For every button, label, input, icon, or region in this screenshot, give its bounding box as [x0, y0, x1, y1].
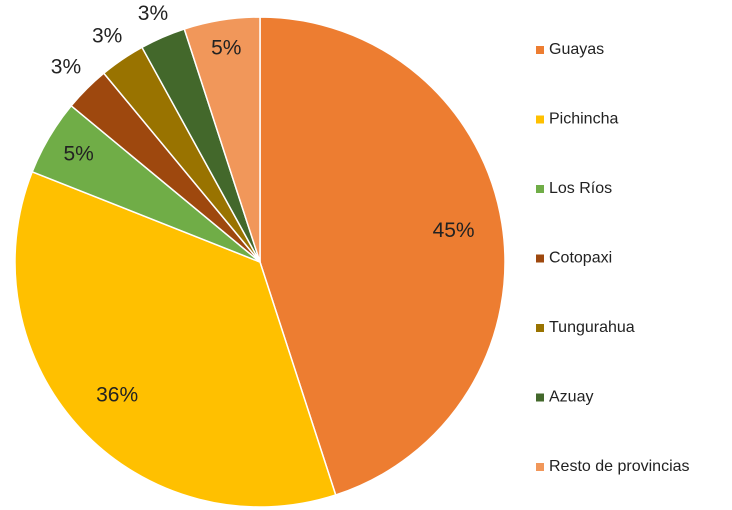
pie-slice: [183, 16, 261, 263]
data-label: 5%: [211, 37, 241, 60]
pie-slice: [259, 16, 506, 496]
legend-label: Resto de provincias: [549, 458, 690, 475]
legend-label: Azuay: [549, 389, 593, 406]
legend-swatch: [536, 115, 544, 124]
legend-swatch: [536, 463, 544, 471]
pie-slice: [14, 170, 337, 508]
legend-swatch: [536, 324, 544, 332]
legend-swatch: [536, 393, 544, 402]
legend-label: Guayas: [549, 41, 604, 58]
data-label: 45%: [433, 219, 475, 242]
data-label: 3%: [138, 2, 168, 25]
data-label: 3%: [92, 25, 122, 48]
data-label: 36%: [96, 384, 138, 407]
legend-swatch: [536, 46, 544, 54]
data-label: 3%: [51, 56, 81, 79]
legend-swatch: [536, 254, 544, 263]
legend-label: Cotopaxi: [549, 250, 612, 267]
legend-label: Los Ríos: [549, 180, 612, 197]
legend-label: Tungurahua: [549, 319, 635, 336]
legend-label: Pichincha: [549, 111, 618, 128]
data-label: 5%: [63, 142, 93, 165]
legend-swatch: [536, 185, 544, 193]
